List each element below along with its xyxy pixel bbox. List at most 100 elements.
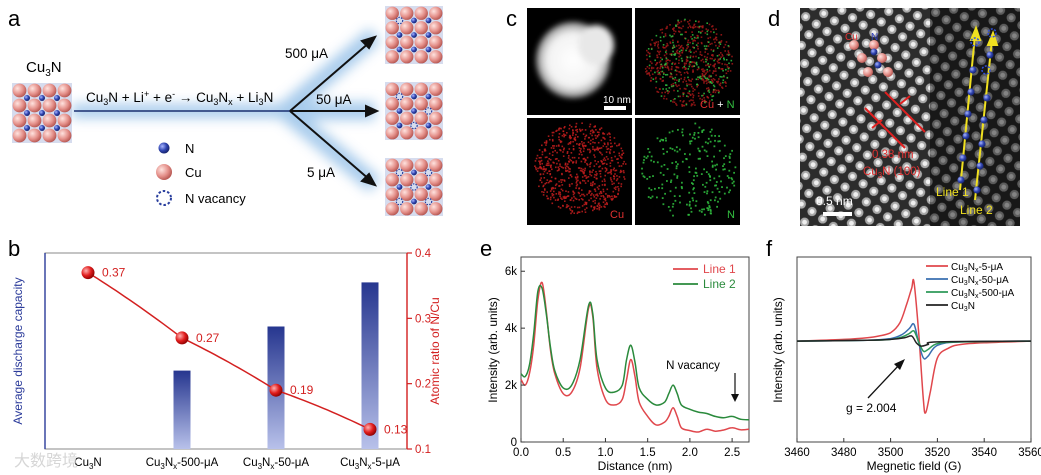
eds-dot [593,188,596,191]
series-line [796,335,1032,347]
eds-dot [617,161,619,164]
eds-dot [561,145,564,148]
eds-dot [694,122,697,125]
eds-dot [550,176,553,179]
eds-dot [691,31,693,33]
eds-dot [550,180,553,183]
eds-dot [592,141,594,144]
eds-dot [610,170,612,172]
eds-dot [708,69,711,72]
eds-dot [662,152,665,155]
eds-dot [603,157,606,159]
eds-dot [536,154,539,157]
eds-dot [600,127,603,129]
eds-dot [719,43,722,45]
eds-dot [697,76,699,78]
n-atom-label: N [871,32,878,43]
eds-dot [706,64,709,66]
eds-dot [549,138,551,141]
eds-dot [732,180,735,183]
eds-dot [649,80,652,82]
legend-cu: Cu [185,165,202,180]
eds-dot [581,193,583,196]
eds-dot [721,55,724,57]
eds-dot [572,130,574,132]
eds-dot [653,42,656,44]
cu-atom [414,158,428,172]
n-atom [411,198,417,205]
eds-dot [707,45,710,47]
eds-dot [720,41,722,43]
eds-dot [581,141,583,143]
eds-dot [697,92,700,94]
eds-dot [687,92,689,94]
eds-dot [603,162,606,165]
eds-dot [539,162,541,164]
eds-dot [708,76,710,78]
eds-dot [570,126,573,128]
eds-dot [673,46,676,48]
eds-dot [711,42,713,45]
cu-atom [385,50,399,64]
eds-dot [598,147,601,150]
eds-dot [676,70,678,72]
eds-dot [551,194,554,197]
eds-dot [724,63,726,66]
eds-dot [706,71,709,73]
eds-dot [569,158,571,161]
eds-dot [723,75,725,77]
chart-f-xlabel: Megnetic field (G) [867,459,962,473]
eds-dot [712,65,714,67]
eds-dot [588,192,590,194]
eds-dot [696,174,699,177]
eds-dot [580,160,583,163]
eds-dot [709,176,711,178]
eds-dot [671,205,674,208]
eds-dot [707,81,710,83]
eds-dot [676,25,678,27]
eds-dot [584,208,586,211]
n-atom [396,184,403,190]
eds-dot [575,162,577,164]
eds-dot [706,59,708,61]
cu-atom [414,82,428,96]
eds-dot [605,145,608,148]
eds-dot [558,127,561,129]
eds-dot [709,208,712,211]
plane-label: Cu3N (100) [863,166,921,180]
eds-dot [587,180,589,182]
eds-dot [578,199,580,201]
eds-dot [690,83,692,86]
eds-dot [689,64,691,66]
eds-dot [642,175,645,178]
eds-dot [649,74,651,77]
eds-dot [561,134,564,137]
eds-dot [698,209,701,212]
eds-dot [700,25,702,28]
eds-dot [704,101,706,103]
eds-dot [697,132,700,134]
eds-dot [589,163,591,166]
eds-dot [712,72,714,74]
eds-dot [723,144,726,147]
eds-dot [552,145,554,147]
ratio-point [81,266,95,280]
eds-dot [623,176,625,178]
eds-dot [729,70,732,72]
eds-dot [646,155,649,158]
category-label: Cu3Nx-50-μA [243,457,310,471]
eds-dot [705,171,708,173]
eds-dot [617,158,619,160]
overlay-label: Cu + N [700,99,735,111]
eds-dot [589,150,592,152]
eds-dot [718,45,720,47]
eds-dot [595,171,597,173]
eds-dot [580,167,583,170]
eds-dot [705,58,707,61]
eds-dot [669,53,672,55]
eds-dot [707,41,709,43]
eds-dot [550,164,552,167]
eds-dot [610,198,613,200]
eds-dot [567,157,570,159]
eds-dot [651,62,653,65]
